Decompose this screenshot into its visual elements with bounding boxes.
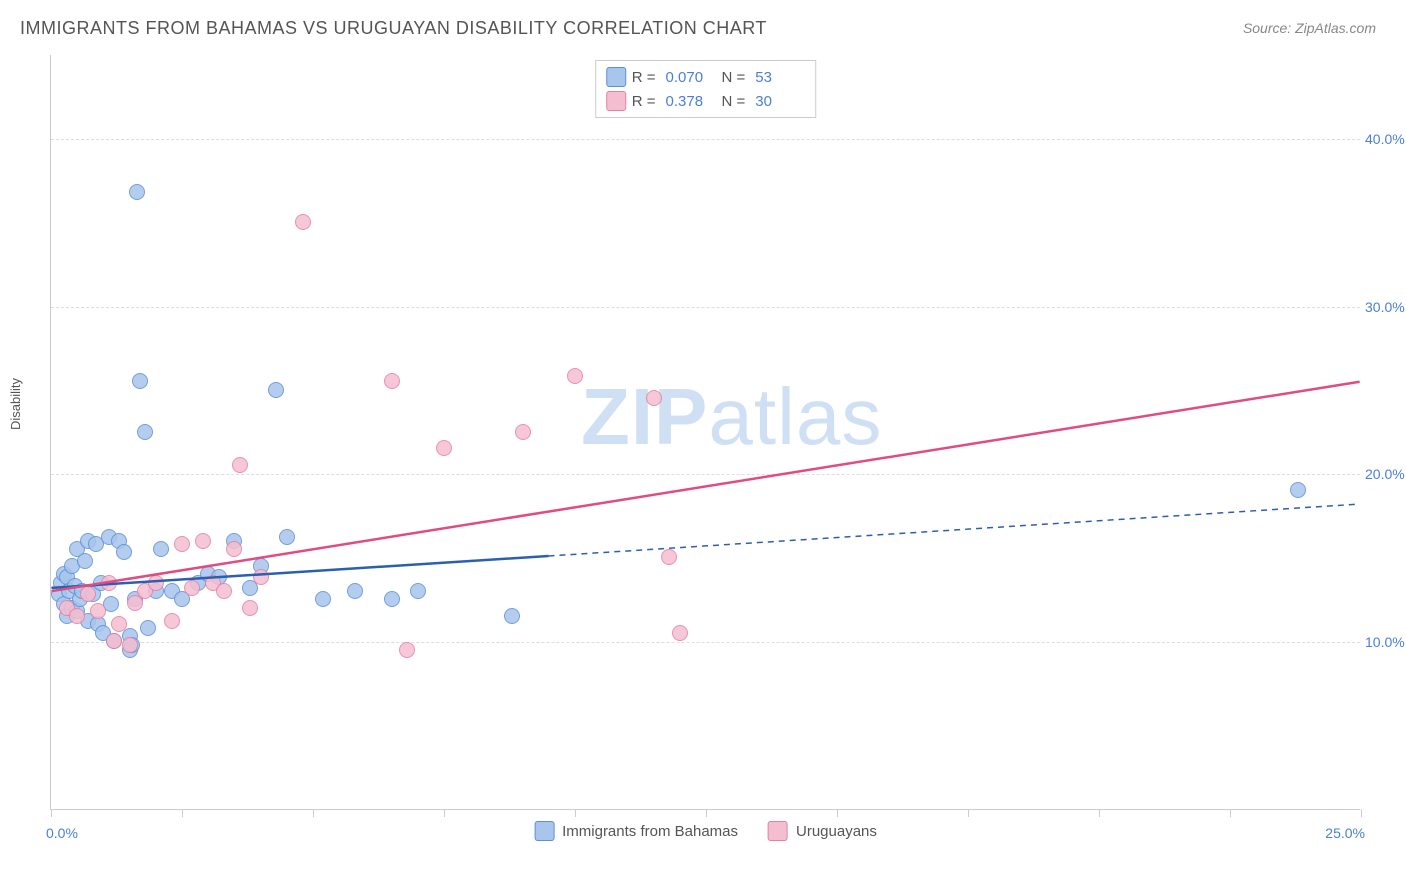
scatter-point <box>672 625 688 641</box>
scatter-point <box>174 536 190 552</box>
r-value: 0.070 <box>666 69 716 86</box>
n-value: 53 <box>755 69 805 86</box>
r-label: R = <box>632 93 656 110</box>
x-tick <box>1099 809 1100 817</box>
swatch-icon <box>606 91 626 111</box>
scatter-point <box>504 608 520 624</box>
y-tick-label: 40.0% <box>1365 131 1406 147</box>
scatter-point <box>384 591 400 607</box>
trendline-solid <box>51 556 548 588</box>
legend-label: Immigrants from Bahamas <box>562 823 738 840</box>
n-label: N = <box>722 93 746 110</box>
x-tick <box>313 809 314 817</box>
scatter-point <box>116 544 132 560</box>
r-value: 0.378 <box>666 93 716 110</box>
scatter-point <box>226 541 242 557</box>
scatter-point <box>80 586 96 602</box>
stats-legend-row: R = 0.070 N = 53 <box>606 65 806 89</box>
scatter-point <box>399 642 415 658</box>
legend-item: Uruguayans <box>768 821 877 841</box>
scatter-point <box>69 608 85 624</box>
x-tick <box>706 809 707 817</box>
scatter-point <box>140 620 156 636</box>
scatter-point <box>137 424 153 440</box>
scatter-point <box>106 633 122 649</box>
scatter-point <box>384 373 400 389</box>
x-tick <box>575 809 576 817</box>
scatter-point <box>436 440 452 456</box>
y-tick-label: 30.0% <box>1365 299 1406 315</box>
gridline <box>51 139 1360 140</box>
scatter-point <box>646 390 662 406</box>
watermark-atlas: atlas <box>708 372 882 461</box>
watermark: ZIPatlas <box>581 371 882 463</box>
swatch-icon <box>606 67 626 87</box>
scatter-point <box>232 457 248 473</box>
swatch-icon <box>768 821 788 841</box>
scatter-point <box>129 184 145 200</box>
scatter-point <box>148 575 164 591</box>
plot-area: ZIPatlas 10.0%20.0%30.0%40.0% 0.0% 25.0%… <box>50 55 1360 810</box>
y-tick-label: 20.0% <box>1365 466 1406 482</box>
y-axis-label: Disability <box>8 378 23 430</box>
scatter-point <box>164 613 180 629</box>
series-legend: Immigrants from Bahamas Uruguayans <box>534 821 877 841</box>
gridline <box>51 642 1360 643</box>
legend-item: Immigrants from Bahamas <box>534 821 738 841</box>
scatter-point <box>195 533 211 549</box>
scatter-point <box>153 541 169 557</box>
scatter-point <box>253 569 269 585</box>
scatter-point <box>122 637 138 653</box>
x-tick <box>444 809 445 817</box>
x-tick <box>1361 809 1362 817</box>
n-value: 30 <box>755 93 805 110</box>
x-tick <box>837 809 838 817</box>
r-label: R = <box>632 69 656 86</box>
x-axis-max-label: 25.0% <box>1325 825 1365 841</box>
x-tick <box>182 809 183 817</box>
scatter-point <box>410 583 426 599</box>
scatter-point <box>567 368 583 384</box>
stats-legend-row: R = 0.378 N = 30 <box>606 89 806 113</box>
n-label: N = <box>722 69 746 86</box>
scatter-point <box>101 575 117 591</box>
scatter-point <box>347 583 363 599</box>
x-axis-min-label: 0.0% <box>46 825 78 841</box>
scatter-point <box>268 382 284 398</box>
swatch-icon <box>534 821 554 841</box>
scatter-point <box>661 549 677 565</box>
scatter-point <box>132 373 148 389</box>
scatter-point <box>111 616 127 632</box>
scatter-point <box>315 591 331 607</box>
x-tick <box>968 809 969 817</box>
scatter-point <box>184 580 200 596</box>
stats-legend: R = 0.070 N = 53 R = 0.378 N = 30 <box>595 60 817 118</box>
scatter-point <box>295 214 311 230</box>
scatter-point <box>515 424 531 440</box>
scatter-point <box>77 553 93 569</box>
chart-title: IMMIGRANTS FROM BAHAMAS VS URUGUAYAN DIS… <box>20 18 767 39</box>
watermark-zip: ZIP <box>581 372 708 461</box>
gridline <box>51 474 1360 475</box>
trendline-dashed <box>549 504 1360 556</box>
x-tick <box>51 809 52 817</box>
source-citation: Source: ZipAtlas.com <box>1243 20 1376 36</box>
scatter-point <box>216 583 232 599</box>
scatter-point <box>90 603 106 619</box>
x-tick <box>1230 809 1231 817</box>
legend-label: Uruguayans <box>796 823 877 840</box>
gridline <box>51 307 1360 308</box>
scatter-point <box>279 529 295 545</box>
scatter-point <box>1290 482 1306 498</box>
y-tick-label: 10.0% <box>1365 634 1406 650</box>
scatter-point <box>242 600 258 616</box>
